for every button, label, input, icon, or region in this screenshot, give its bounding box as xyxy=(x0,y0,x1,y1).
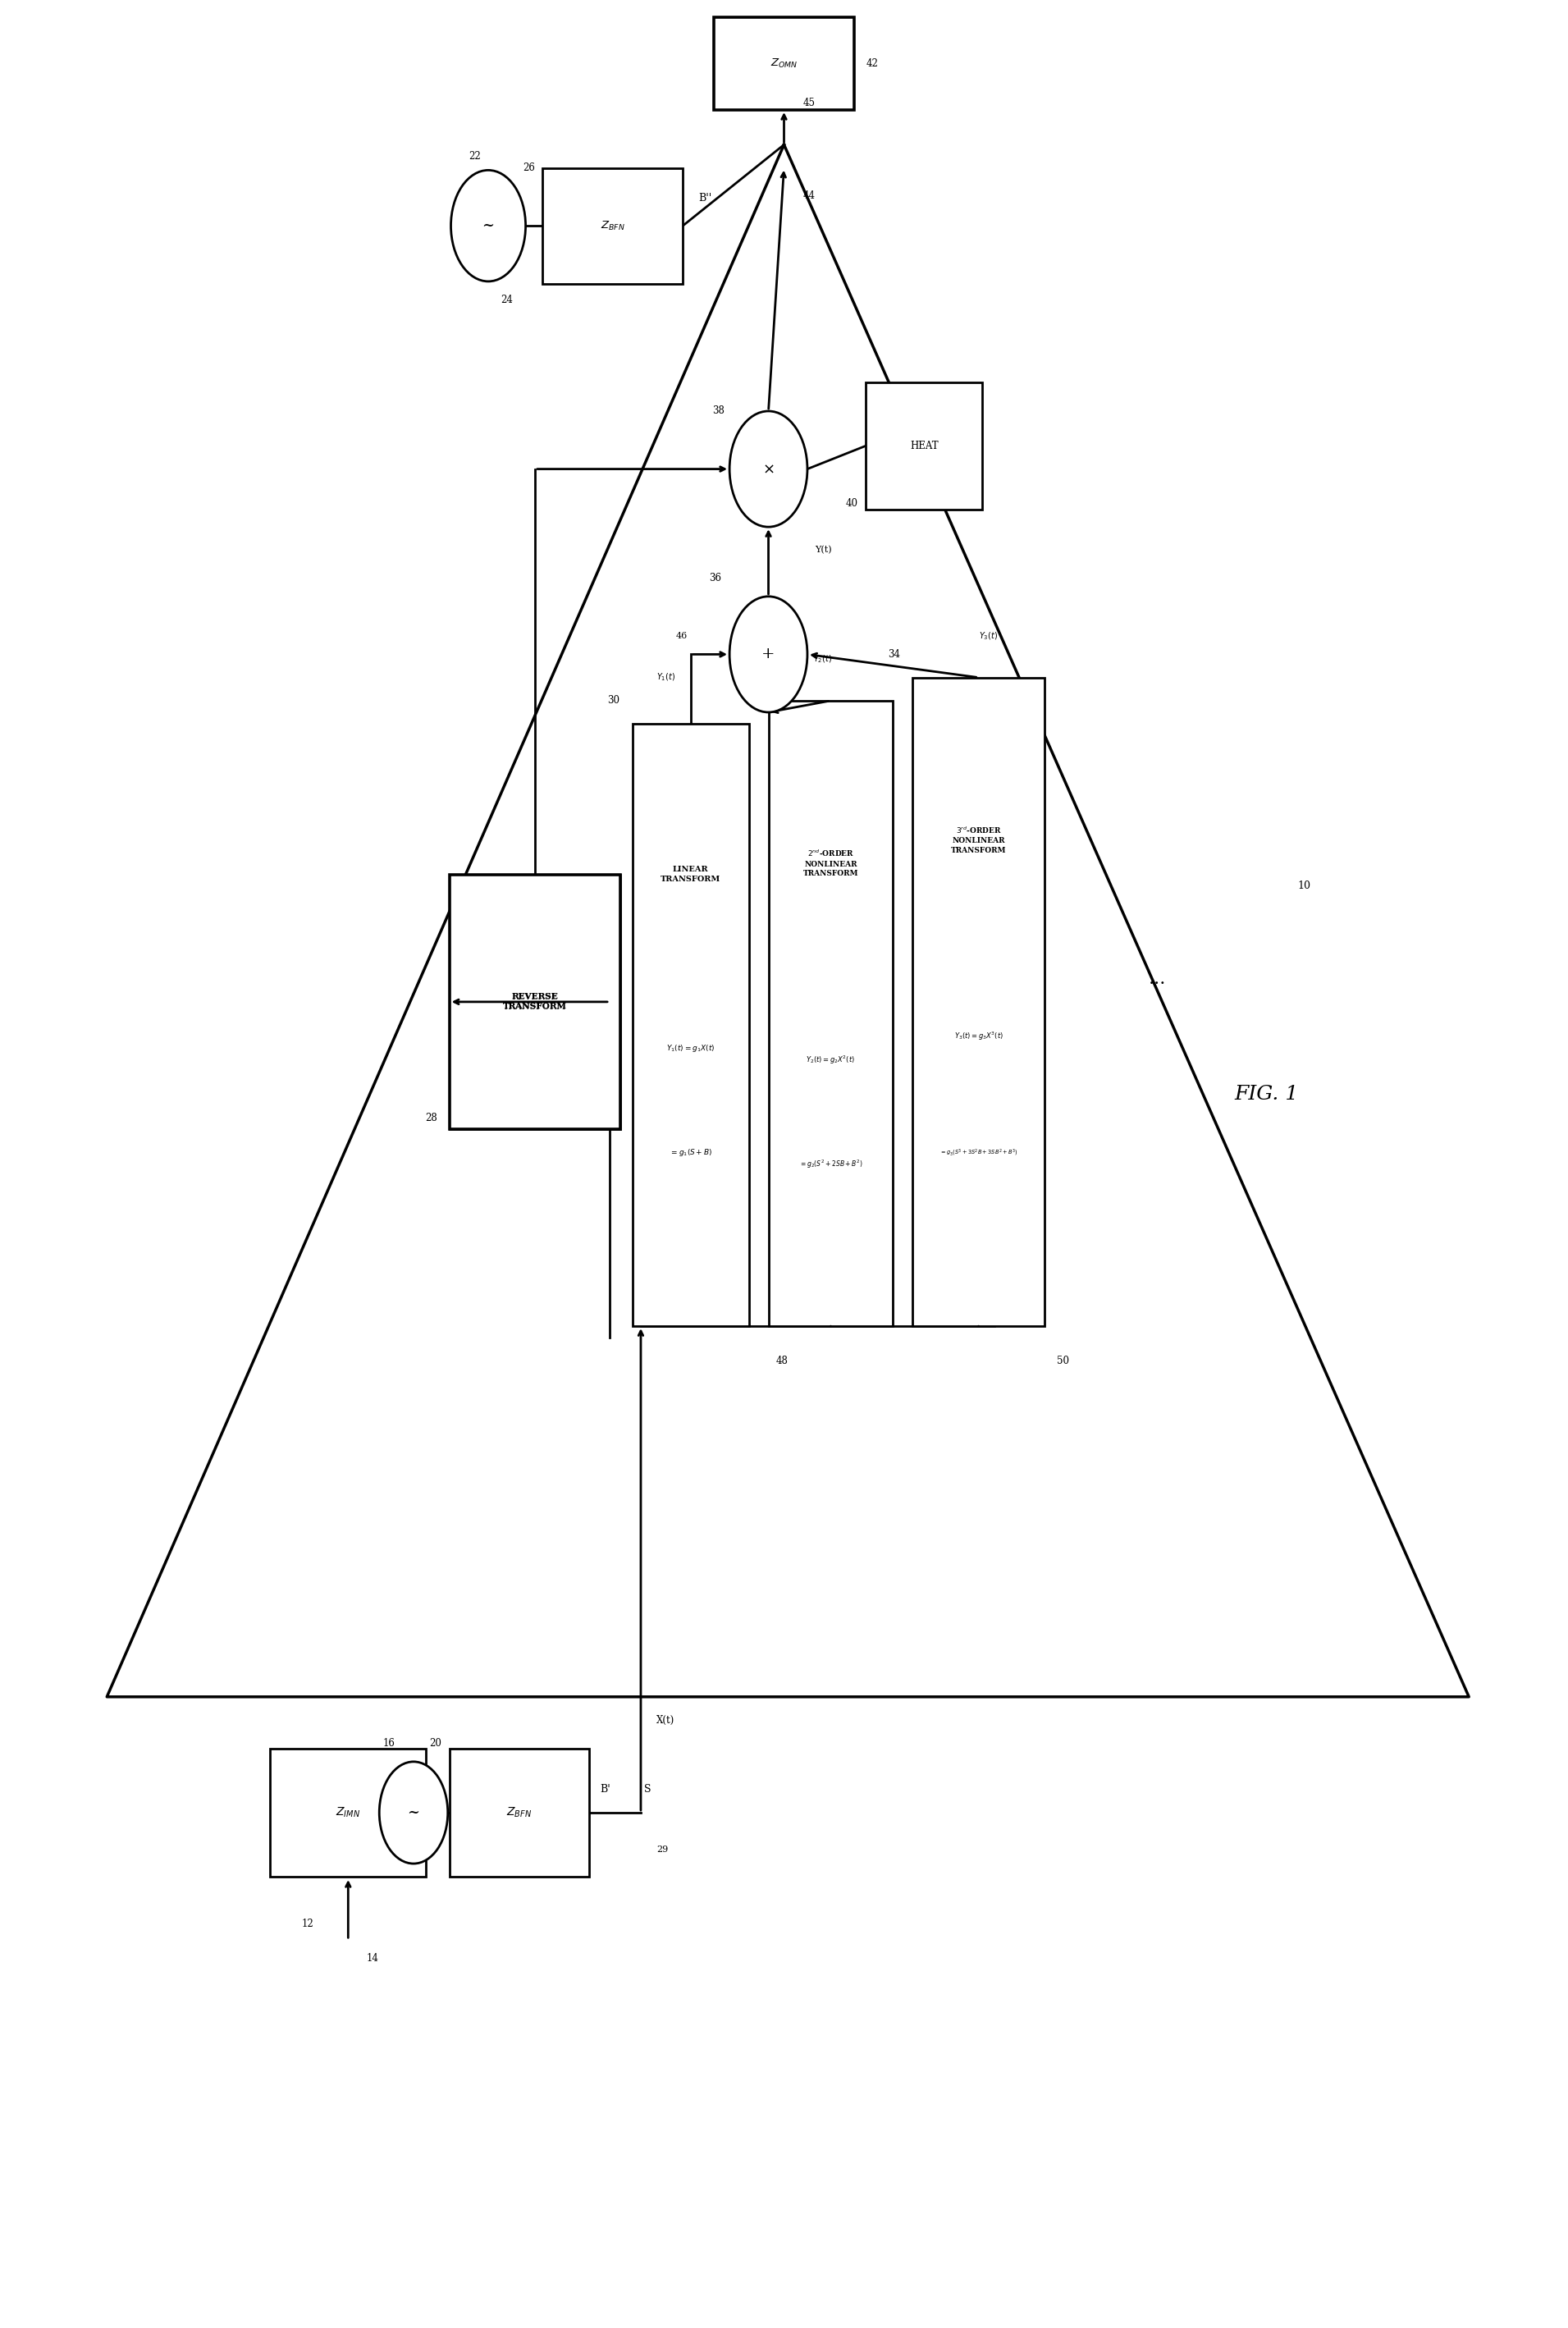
Text: 18: 18 xyxy=(397,1779,409,1790)
Text: $2^{nd}$-ORDER
NONLINEAR
TRANSFORM: $2^{nd}$-ORDER NONLINEAR TRANSFORM xyxy=(803,847,858,878)
Text: $= g_3(S^3 + 3S^2B + 3SB^2 + B^3)$: $= g_3(S^3 + 3S^2B + 3SB^2 + B^3)$ xyxy=(939,1148,1018,1157)
Text: HEAT: HEAT xyxy=(909,440,938,452)
Text: 46: 46 xyxy=(676,631,687,640)
Text: X(t): X(t) xyxy=(657,1716,674,1725)
Text: 26: 26 xyxy=(522,163,535,172)
FancyBboxPatch shape xyxy=(270,1748,426,1876)
FancyBboxPatch shape xyxy=(543,168,682,284)
FancyBboxPatch shape xyxy=(632,724,750,1327)
Text: ~: ~ xyxy=(408,1804,420,1820)
FancyBboxPatch shape xyxy=(713,16,855,109)
Text: $3^{rd}$-ORDER
NONLINEAR
TRANSFORM: $3^{rd}$-ORDER NONLINEAR TRANSFORM xyxy=(950,824,1007,854)
Text: 50: 50 xyxy=(1057,1355,1069,1367)
Text: ...: ... xyxy=(1149,971,1167,987)
Text: LINEAR
TRANSFORM: LINEAR TRANSFORM xyxy=(660,866,721,882)
Text: 16: 16 xyxy=(383,1737,395,1748)
Text: 29: 29 xyxy=(657,1846,668,1853)
Text: $Y_3(t) = g_3X^3(t)$: $Y_3(t) = g_3X^3(t)$ xyxy=(953,1031,1004,1043)
Text: $Y_2(t)$: $Y_2(t)$ xyxy=(814,654,833,663)
Text: Y(t): Y(t) xyxy=(815,545,833,554)
Text: 45: 45 xyxy=(803,98,815,109)
FancyBboxPatch shape xyxy=(450,875,621,1129)
Text: $Y_1(t)$: $Y_1(t)$ xyxy=(655,673,676,682)
Text: 10: 10 xyxy=(1298,880,1311,892)
Circle shape xyxy=(729,596,808,712)
Text: $Z_{BFN}$: $Z_{BFN}$ xyxy=(506,1807,532,1820)
Text: 14: 14 xyxy=(367,1953,379,1965)
Text: 48: 48 xyxy=(776,1355,789,1367)
Circle shape xyxy=(729,412,808,526)
Text: 34: 34 xyxy=(887,650,900,659)
Text: $\times$: $\times$ xyxy=(762,461,775,477)
Text: ~: ~ xyxy=(481,219,494,233)
Text: 42: 42 xyxy=(867,58,878,70)
Text: 38: 38 xyxy=(712,405,724,417)
Text: $Z_{OMN}$: $Z_{OMN}$ xyxy=(770,58,798,70)
Text: REVERSE
TRANSFORM: REVERSE TRANSFORM xyxy=(503,994,566,1010)
Text: 32: 32 xyxy=(743,673,756,682)
Text: $= g_2(S^2 + 2SB + B^2)$: $= g_2(S^2 + 2SB + B^2)$ xyxy=(798,1157,862,1171)
Circle shape xyxy=(452,170,525,282)
Text: B': B' xyxy=(601,1783,612,1795)
Text: +: + xyxy=(762,647,775,661)
Text: 40: 40 xyxy=(845,498,858,510)
Text: B'': B'' xyxy=(698,193,712,203)
Text: 28: 28 xyxy=(425,1113,437,1122)
Text: 22: 22 xyxy=(469,151,480,161)
Text: $Y_3(t)$: $Y_3(t)$ xyxy=(978,631,997,643)
FancyBboxPatch shape xyxy=(866,382,983,510)
Text: 20: 20 xyxy=(430,1737,442,1748)
Text: FIG. 1: FIG. 1 xyxy=(1234,1085,1298,1103)
Text: $Y_1(t) = g_1X(t)$: $Y_1(t) = g_1X(t)$ xyxy=(666,1043,715,1055)
Circle shape xyxy=(379,1762,448,1865)
Text: $Z_{BFN}$: $Z_{BFN}$ xyxy=(601,219,626,233)
Text: 24: 24 xyxy=(500,296,513,305)
FancyBboxPatch shape xyxy=(450,875,621,1129)
Text: REVERSE
TRANSFORM: REVERSE TRANSFORM xyxy=(503,994,568,1010)
Text: $Y_2(t) = g_2X^2(t)$: $Y_2(t) = g_2X^2(t)$ xyxy=(806,1055,855,1066)
Text: S: S xyxy=(644,1783,651,1795)
Text: 30: 30 xyxy=(607,696,619,705)
Text: $Z_{IMN}$: $Z_{IMN}$ xyxy=(336,1807,361,1820)
Text: 44: 44 xyxy=(803,191,815,200)
FancyBboxPatch shape xyxy=(768,701,892,1327)
FancyBboxPatch shape xyxy=(913,677,1044,1327)
Text: 36: 36 xyxy=(709,573,721,584)
Text: 12: 12 xyxy=(301,1918,314,1930)
FancyBboxPatch shape xyxy=(450,1748,590,1876)
Text: $= g_1(S + B)$: $= g_1(S + B)$ xyxy=(670,1148,712,1157)
